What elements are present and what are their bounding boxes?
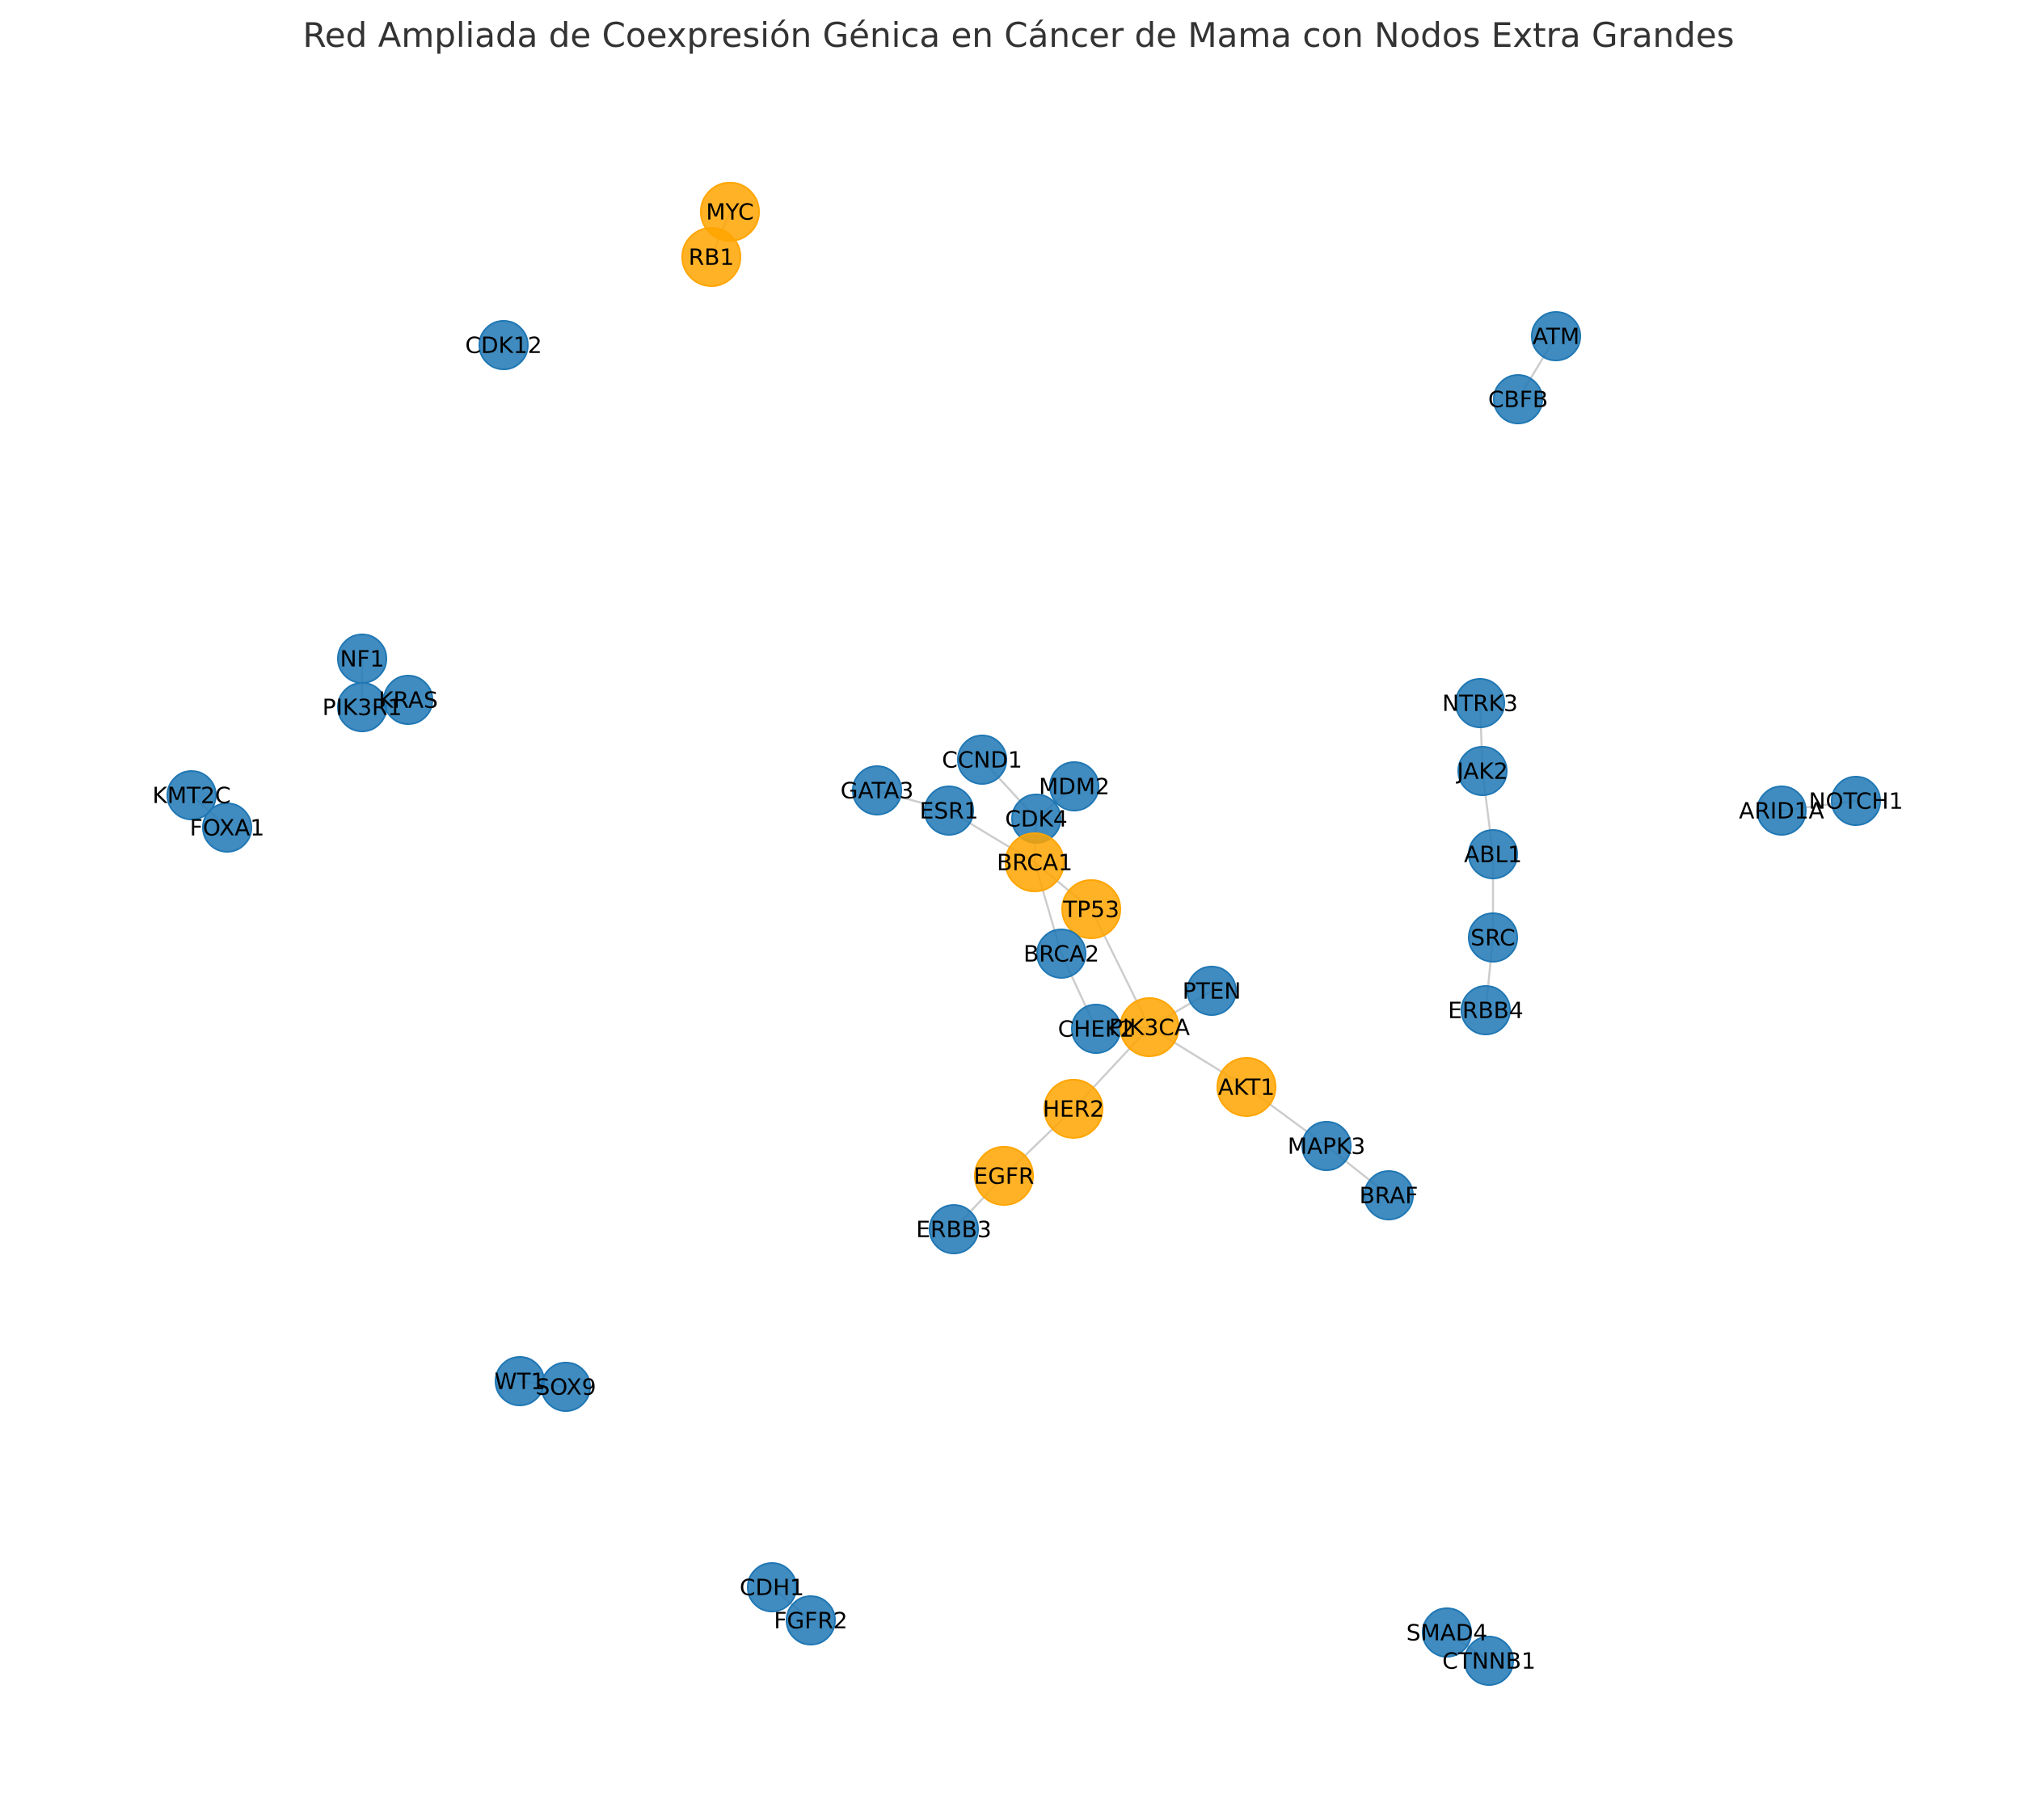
node-label-pten: PTEN [1183,978,1242,1005]
node-egfr[interactable] [974,1146,1034,1206]
node-label-abl1: ABL1 [1464,841,1522,868]
node-label-erbb3: ERBB3 [916,1216,991,1243]
node-atm[interactable] [1531,311,1581,361]
node-cdk12[interactable] [479,320,529,370]
node-brca1[interactable] [1005,832,1065,892]
node-smad4[interactable] [1422,1607,1472,1658]
node-label-cdk4: CDK4 [1005,806,1067,832]
node-mdm2[interactable] [1049,761,1099,811]
node-label-cdh1: CDH1 [740,1574,804,1601]
node-mapk3[interactable] [1301,1121,1352,1171]
node-label-arid1a: ARID1A [1739,798,1824,824]
node-esr1[interactable] [924,786,974,836]
node-pik3ca[interactable] [1120,997,1179,1057]
node-fgfr2[interactable] [786,1595,836,1645]
node-sox9[interactable] [541,1362,591,1412]
node-rb1[interactable] [681,227,741,287]
node-cbfb[interactable] [1493,374,1543,424]
node-label-src: SRC [1470,925,1515,951]
node-arid1a[interactable] [1757,786,1807,836]
node-label-notch1: NOTCH1 [1809,788,1904,815]
node-label-ntrk3: NTRK3 [1442,690,1518,717]
node-label-jak2: JAK2 [1455,758,1508,785]
node-abl1[interactable] [1468,829,1518,879]
node-label-mdm2: MDM2 [1039,773,1110,800]
node-erbb3[interactable] [929,1204,979,1254]
node-ntrk3[interactable] [1455,678,1505,728]
node-label-kmt2c: KMT2C [153,782,231,809]
node-label-egfr: EGFR [974,1163,1035,1190]
node-label-erbb4: ERBB4 [1448,997,1523,1024]
node-erbb4[interactable] [1461,985,1511,1035]
node-label-pik3r1: PIK3R1 [323,694,403,721]
node-pten[interactable] [1187,966,1237,1016]
node-label-smad4: SMAD4 [1406,1620,1487,1646]
node-label-pik3ca: PIK3CA [1109,1014,1190,1041]
node-gata3[interactable] [852,765,902,815]
nodes-layer [167,182,1881,1686]
node-label-tp53: TP53 [1062,896,1120,923]
node-label-chek2: CHEK2 [1058,1016,1134,1043]
node-src[interactable] [1468,912,1518,963]
node-kmt2c[interactable] [167,770,217,820]
node-her2[interactable] [1044,1079,1103,1139]
node-label-cbfb: CBFB [1488,386,1548,413]
node-braf[interactable] [1364,1170,1414,1220]
node-label-ccnd1: CCND1 [942,747,1022,773]
chart-title: Red Ampliada de Coexpresión Génica en Cá… [302,15,1734,55]
node-label-myc: MYC [706,199,753,225]
node-label-esr1: ESR1 [920,798,979,824]
node-label-foxa1: FOXA1 [190,815,265,841]
node-label-mapk3: MAPK3 [1288,1133,1365,1160]
node-akt1[interactable] [1217,1057,1276,1117]
node-foxa1[interactable] [202,803,252,853]
node-ctnnb1[interactable] [1464,1636,1514,1686]
node-label-gata3: GATA3 [841,777,914,804]
node-notch1[interactable] [1831,776,1881,826]
node-label-brca1: BRCA1 [997,849,1073,876]
node-ccnd1[interactable] [957,735,1007,785]
node-jak2[interactable] [1457,746,1508,796]
node-label-wt1: WT1 [495,1368,546,1395]
node-label-her2: HER2 [1043,1096,1104,1123]
node-cdh1[interactable] [747,1562,797,1612]
node-label-ctnnb1: CTNNB1 [1442,1648,1536,1675]
node-label-sox9: SOX9 [535,1374,596,1401]
node-brca2[interactable] [1036,929,1086,979]
node-label-brca2: BRCA2 [1023,941,1099,967]
node-label-nf1: NF1 [340,646,385,672]
node-label-rb1: RB1 [689,244,734,271]
node-tp53[interactable] [1061,879,1121,939]
node-label-fgfr2: FGFR2 [774,1607,847,1634]
node-kras[interactable] [383,675,433,725]
node-label-akt1: AKT1 [1218,1074,1275,1101]
node-label-kras: KRAS [378,687,438,714]
node-label-braf: BRAF [1360,1182,1419,1209]
node-label-atm: ATM [1533,323,1579,350]
node-label-cdk12: CDK12 [465,332,542,359]
